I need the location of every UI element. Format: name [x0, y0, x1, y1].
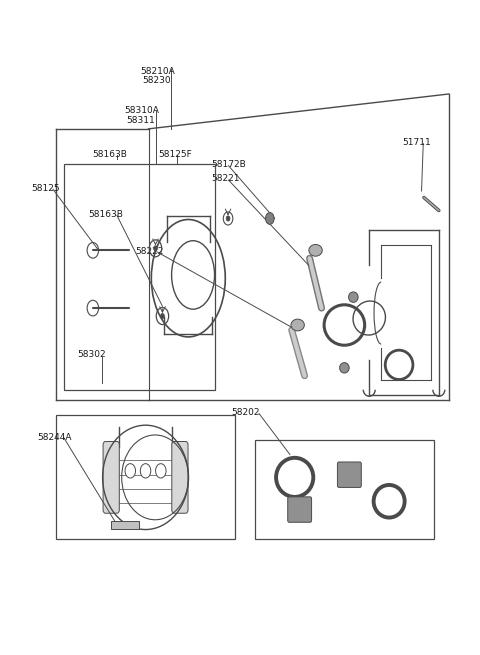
Circle shape	[160, 314, 164, 319]
Text: 58125F: 58125F	[158, 150, 192, 159]
FancyBboxPatch shape	[103, 441, 120, 514]
Text: 58202: 58202	[231, 408, 260, 417]
Text: 58302: 58302	[78, 350, 107, 360]
FancyBboxPatch shape	[172, 441, 188, 514]
Text: 58221: 58221	[211, 174, 240, 183]
Ellipse shape	[348, 292, 358, 303]
Circle shape	[226, 216, 230, 221]
Ellipse shape	[291, 319, 304, 331]
Bar	[255, 440, 434, 539]
Text: 51711: 51711	[402, 138, 431, 147]
Bar	[56, 415, 235, 539]
Text: 58311: 58311	[126, 115, 155, 124]
Ellipse shape	[309, 244, 322, 256]
Text: 58310A: 58310A	[124, 107, 159, 115]
Circle shape	[125, 464, 135, 478]
Text: 58222: 58222	[135, 248, 163, 256]
Text: 58125: 58125	[32, 184, 60, 193]
Text: 58230: 58230	[142, 77, 171, 85]
Circle shape	[156, 464, 166, 478]
FancyBboxPatch shape	[337, 462, 361, 487]
Text: 58172B: 58172B	[211, 160, 246, 169]
Text: 58163B: 58163B	[88, 210, 123, 219]
Text: 58210A: 58210A	[141, 67, 176, 76]
Circle shape	[265, 213, 274, 224]
Circle shape	[154, 246, 157, 251]
FancyBboxPatch shape	[288, 497, 312, 522]
Circle shape	[140, 464, 151, 478]
Text: 58163B: 58163B	[92, 150, 127, 159]
Text: 58244A: 58244A	[37, 432, 72, 441]
Ellipse shape	[340, 363, 349, 373]
Bar	[111, 521, 139, 529]
